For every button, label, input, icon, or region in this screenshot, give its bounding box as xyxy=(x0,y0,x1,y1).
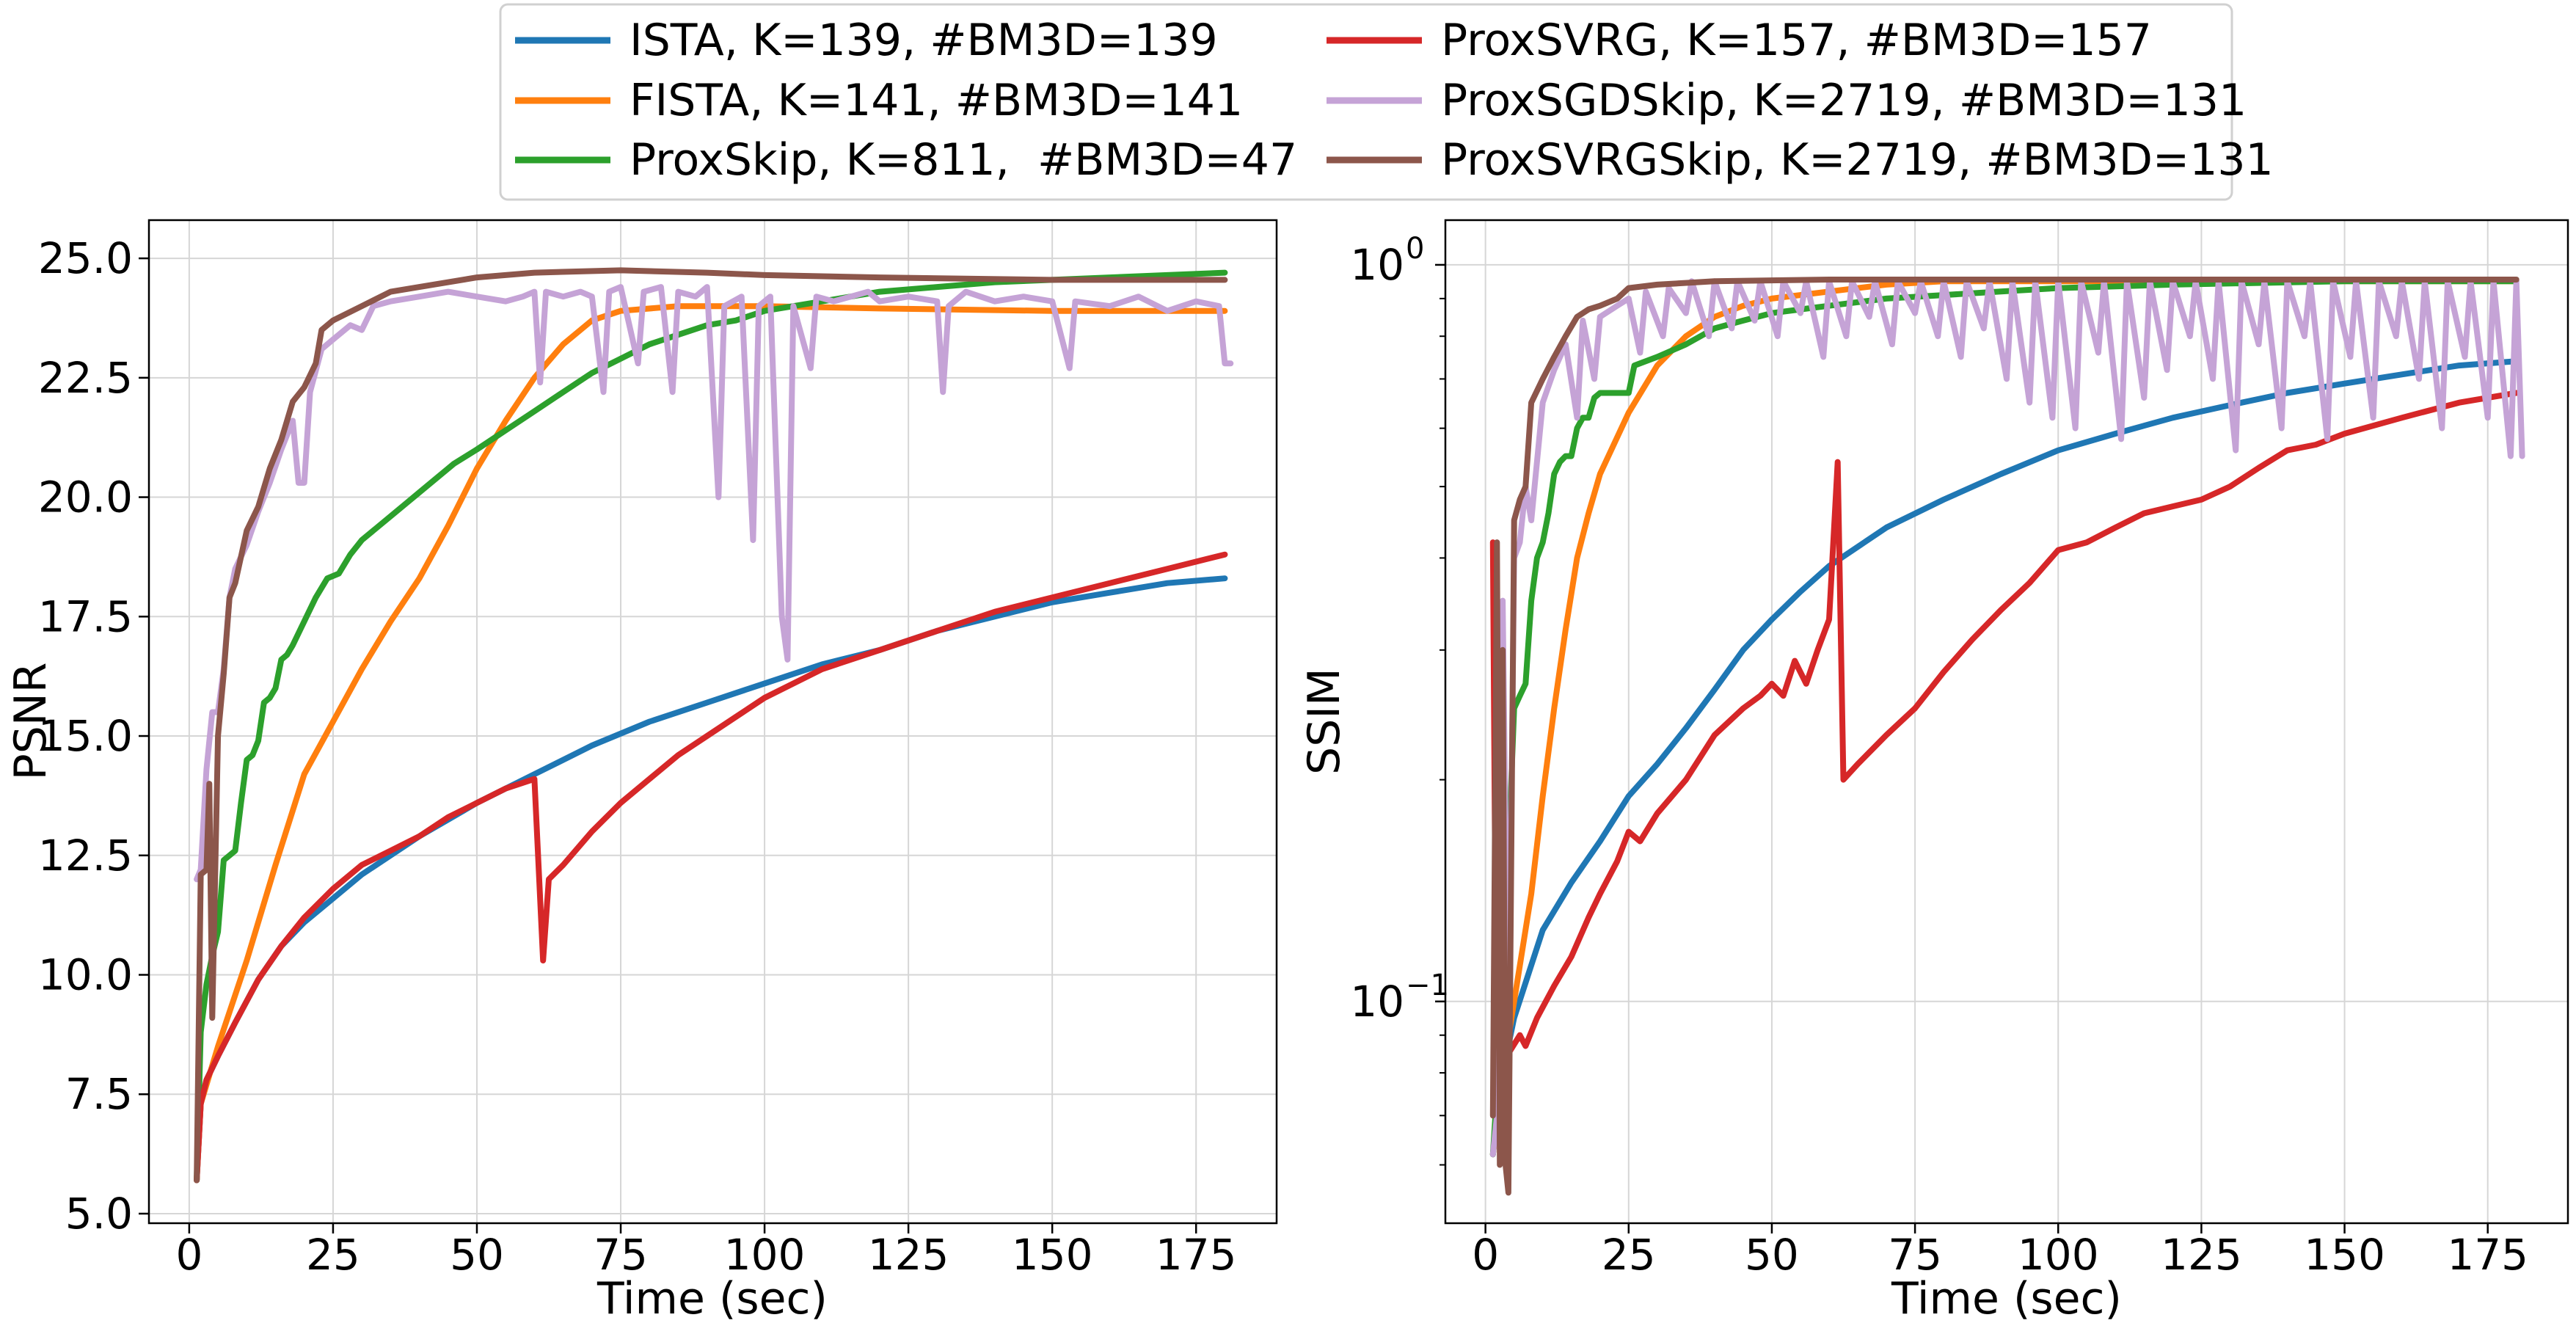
psnr-axes-frame xyxy=(147,219,1278,1225)
psnr-series-proxsvrgskip xyxy=(194,267,1228,1184)
legend-label-fista: FISTA, K=141, #BM3D=141 xyxy=(630,75,1243,126)
legend-label-proxskip: ProxSkip, K=811, #BM3D=47 xyxy=(630,134,1297,186)
psnr-x-axis-label: Time (sec) xyxy=(596,1273,828,1323)
legend-label-proxsgdskip: ProxSGDSkip, K=2719, #BM3D=131 xyxy=(1441,75,2247,126)
legend-entry: ProxSVRG, K=157, #BM3D=157 xyxy=(1327,15,2152,66)
psnr-y-tick-label: 25.0 xyxy=(38,233,133,283)
psnr-y-tick-label: 22.5 xyxy=(38,353,133,403)
psnr-x-tick-label: 100 xyxy=(724,1230,806,1280)
ssim-y-tick-label: 10 xyxy=(1350,977,1404,1027)
ssim-x-tick-label: 175 xyxy=(2447,1230,2528,1280)
ssim-axes-frame xyxy=(1444,219,2569,1225)
psnr-x-tick-label: 0 xyxy=(175,1230,202,1280)
psnr-y-tick-label: 15.0 xyxy=(38,711,133,761)
psnr-x-tick-label: 75 xyxy=(594,1230,648,1280)
ssim-x-axis-label: Time (sec) xyxy=(1891,1273,2122,1323)
ssim-x-ticks: 0 25 50 75 100 125 150 175 xyxy=(1472,1223,2528,1280)
psnr-y-tick-label: 12.5 xyxy=(38,831,133,881)
ssim-x-tick-label: 50 xyxy=(1745,1230,1799,1280)
psnr-series-proxsvrg xyxy=(194,551,1228,1184)
ssim-x-tick-label: 100 xyxy=(2018,1230,2099,1280)
psnr-x-tick-label: 175 xyxy=(1156,1230,1237,1280)
legend-entry: ProxSGDSkip, K=2719, #BM3D=131 xyxy=(1327,75,2247,126)
legend-entry: FISTA, K=141, #BM3D=141 xyxy=(515,75,1243,126)
ssim-x-tick-label: 125 xyxy=(2161,1230,2242,1280)
psnr-y-ticks: 5.0 7.5 10.0 12.5 15.0 17.5 20.0 22.5 25.0 xyxy=(38,233,149,1239)
legend-entry: ProxSkip, K=811, #BM3D=47 xyxy=(515,134,1297,186)
psnr-y-axis-label: PSNR xyxy=(5,663,56,781)
psnr-y-tick-label: 7.5 xyxy=(65,1069,133,1119)
ssim-series-proxsgdskip xyxy=(1489,278,2525,1158)
ssim-series-proxsvrgskip xyxy=(1489,277,2520,1196)
psnr-y-tick-label: 5.0 xyxy=(65,1189,133,1239)
psnr-x-tick-label: 25 xyxy=(306,1230,360,1280)
ssim-x-tick-label: 150 xyxy=(2304,1230,2385,1280)
ssim-y-axis-label: SSIM xyxy=(1299,668,1350,775)
psnr-y-tick-label: 17.5 xyxy=(38,591,133,641)
legend-entry: ISTA, K=139, #BM3D=139 xyxy=(515,15,1218,66)
psnr-y-tick-label: 10.0 xyxy=(38,950,133,1000)
psnr-x-tick-label: 125 xyxy=(868,1230,949,1280)
ssim-x-tick-label: 25 xyxy=(1602,1230,1656,1280)
psnr-series xyxy=(194,267,1234,1184)
psnr-x-tick-label: 50 xyxy=(450,1230,504,1280)
ssim-x-tick-label: 0 xyxy=(1472,1230,1499,1280)
ssim-y-tick-exponent: 0 xyxy=(1406,232,1424,266)
legend: ISTA, K=139, #BM3D=139 ProxSVRG, K=157, … xyxy=(499,3,2274,201)
psnr-panel: 0 25 50 75 100 125 150 175 5.0 7.5 10.0 12.5 15.0 17… xyxy=(5,219,1278,1323)
legend-label-proxsvrg: ProxSVRG, K=157, #BM3D=157 xyxy=(1441,15,2152,66)
ssim-x-tick-label: 75 xyxy=(1888,1230,1942,1280)
ssim-y-tick-exponent: −1 xyxy=(1406,969,1449,1002)
ssim-series-proxsvrg xyxy=(1489,390,2520,1142)
legend-label-ista: ISTA, K=139, #BM3D=139 xyxy=(630,15,1218,66)
ssim-series xyxy=(1489,277,2525,1196)
legend-label-proxsvrgskip: ProxSVRGSkip, K=2719, #BM3D=131 xyxy=(1441,134,2274,186)
legend-entry: ProxSVRGSkip, K=2719, #BM3D=131 xyxy=(1327,134,2274,186)
psnr-series-proxskip xyxy=(194,269,1228,1184)
psnr-x-tick-label: 150 xyxy=(1012,1230,1093,1280)
psnr-x-ticks: 0 25 50 75 100 125 150 175 xyxy=(175,1223,1237,1280)
psnr-series-proxsgdskip xyxy=(194,284,1234,883)
ssim-y-tick-label: 10 xyxy=(1350,240,1404,290)
psnr-y-tick-label: 20.0 xyxy=(38,473,133,522)
